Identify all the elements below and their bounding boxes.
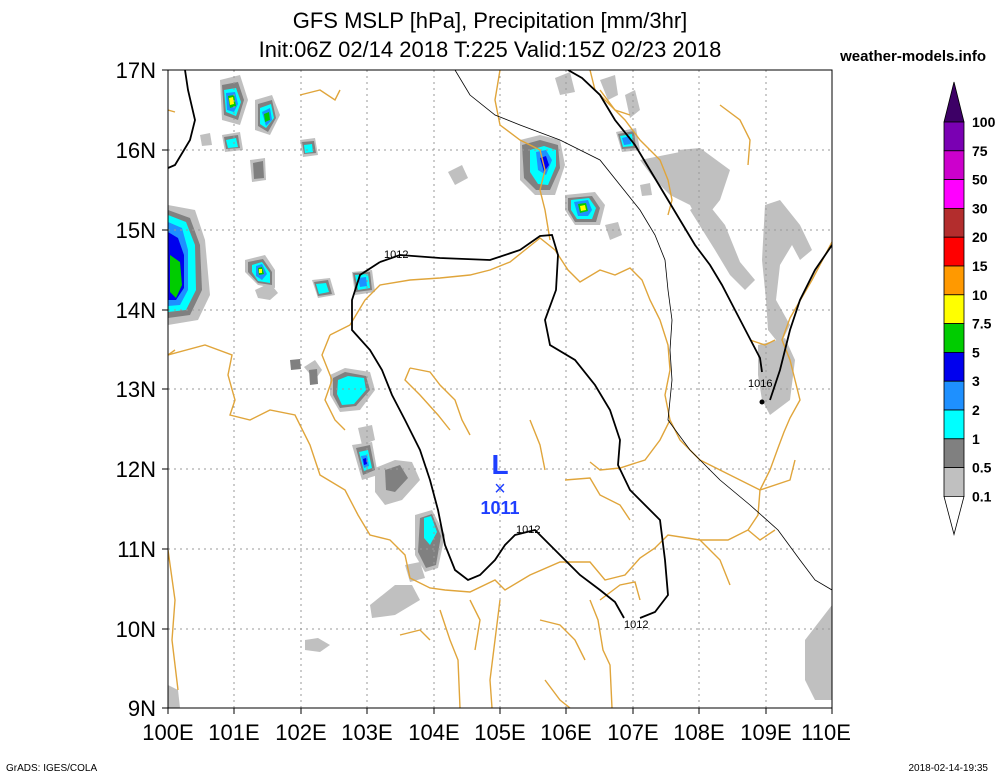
lon-label: 100E xyxy=(142,720,193,745)
graticule xyxy=(168,70,832,708)
lat-label: 15N xyxy=(116,218,156,243)
low-center-value: 1011 xyxy=(480,498,519,518)
legend-swatch xyxy=(943,236,965,267)
axis-ticks xyxy=(162,69,833,714)
lon-label: 104E xyxy=(408,720,459,745)
legend-swatch xyxy=(943,121,965,152)
lat-label: 9N xyxy=(128,696,156,721)
legend-label: 30 xyxy=(972,200,988,216)
low-center-symbol: L xyxy=(491,449,508,480)
map-area: 1012 1012 1012 1016 L × 1011 xyxy=(168,70,832,708)
legend-swatch xyxy=(943,438,965,468)
chart-title: GFS MSLP [hPa], Precipitation [mm/3hr] xyxy=(292,8,688,33)
lat-label: 11N xyxy=(117,537,156,562)
legend-swatch xyxy=(943,351,965,382)
legend-label: 15 xyxy=(972,258,988,274)
credit-label: GrADS: IGES/COLA xyxy=(6,763,98,774)
isobar-label-4: 1016 xyxy=(748,378,772,390)
lon-label: 108E xyxy=(673,720,724,745)
low-center-marker: × xyxy=(494,478,506,500)
timestamp-label: 2018-02-14-19:35 xyxy=(908,763,988,774)
legend-swatch xyxy=(943,294,965,324)
legend-swatch xyxy=(943,380,965,411)
lat-label: 16N xyxy=(116,138,156,163)
lat-label: 12N xyxy=(116,457,156,482)
isobar-label-2: 1012 xyxy=(516,524,540,536)
isobar-label-1: 1012 xyxy=(384,249,408,261)
lon-label: 101E xyxy=(208,720,259,745)
legend-swatch xyxy=(943,409,965,440)
legend-arrow-bottom xyxy=(943,496,965,536)
legend-label: 0.1 xyxy=(972,488,992,504)
legend-swatch xyxy=(943,323,965,353)
legend-swatch xyxy=(943,265,965,296)
lon-label: 103E xyxy=(341,720,392,745)
legend-swatch xyxy=(943,179,965,209)
high-marker xyxy=(759,399,765,405)
lat-label: 13N xyxy=(116,377,156,402)
legend-swatch xyxy=(943,150,965,181)
legend-label: 1 xyxy=(972,431,980,447)
lat-label: 10N xyxy=(116,617,156,642)
lat-labels: 17N 16N 15N 14N 13N 12N 11N 10N 9N xyxy=(116,58,156,721)
legend-swatch xyxy=(943,207,965,238)
lon-label: 110E xyxy=(801,720,851,745)
legend-label: 50 xyxy=(972,172,988,188)
legend-arrow-top xyxy=(943,81,965,123)
legend-label: 5 xyxy=(972,344,980,360)
legend-label: 100 xyxy=(972,114,996,130)
legend-label: 2 xyxy=(972,402,980,418)
lon-label: 109E xyxy=(740,720,791,745)
precip-yellow xyxy=(229,97,586,273)
lon-label: 105E xyxy=(474,720,525,745)
precip-legend: 100 75 50 30 20 15 10 7.5 5 3 2 1 0.5 0.1 xyxy=(943,81,996,536)
legend-label: 10 xyxy=(972,287,988,303)
isobars xyxy=(168,70,832,619)
legend-label: 20 xyxy=(972,229,988,245)
isobar-label-3: 1012 xyxy=(624,619,648,631)
lon-labels: 100E 101E 102E 103E 104E 105E 106E 107E … xyxy=(142,720,851,745)
site-label: weather-models.info xyxy=(840,48,986,65)
lat-label: 14N xyxy=(116,298,156,323)
chart-subtitle: Init:06Z 02/14 2018 T:225 Valid:15Z 02/2… xyxy=(258,37,722,62)
legend-label: 0.5 xyxy=(972,460,992,476)
legend-label: 3 xyxy=(972,373,980,389)
lon-label: 107E xyxy=(607,720,658,745)
legend-swatch xyxy=(943,467,965,497)
lat-label: 17N xyxy=(116,58,156,83)
lon-label: 102E xyxy=(275,720,326,745)
legend-label: 75 xyxy=(972,143,988,159)
legend-label: 7.5 xyxy=(972,316,992,332)
border-line xyxy=(454,70,832,591)
lon-label: 106E xyxy=(540,720,591,745)
